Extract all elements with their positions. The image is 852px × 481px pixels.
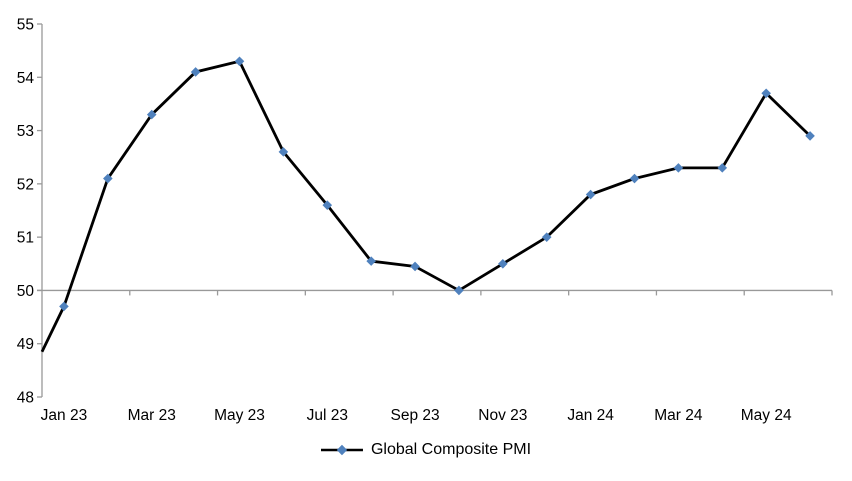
series-line	[40, 59, 812, 353]
data-point-marker	[629, 173, 640, 184]
data-point-marker	[278, 147, 289, 157]
data-point-marker	[366, 256, 376, 266]
legend-label: Global Composite PMI	[370, 441, 532, 458]
x-axis-tick-label: Jan 23	[41, 407, 88, 424]
x-axis-tick-label: Nov 23	[478, 407, 527, 424]
data-point-marker	[234, 56, 245, 67]
y-axis-tick-label: 49	[17, 336, 34, 353]
data-point-marker	[805, 131, 815, 141]
y-axis-tick-label: 53	[17, 123, 34, 140]
data-point-marker	[103, 173, 113, 184]
y-axis-tick-label: 48	[17, 390, 34, 407]
legend-series-icon	[320, 444, 363, 456]
data-point-marker	[717, 163, 728, 173]
data-point-marker	[761, 88, 771, 99]
x-axis-tick-label: May 24	[741, 407, 792, 424]
y-axis-tick-label: 52	[17, 176, 34, 193]
data-point-marker	[673, 163, 684, 173]
data-point-marker	[190, 67, 201, 77]
data-point-marker	[146, 109, 157, 120]
data-point-marker	[498, 258, 508, 269]
data-point-marker	[410, 261, 420, 272]
y-axis-tick-label: 50	[17, 283, 35, 300]
y-axis-tick-label: 54	[17, 70, 35, 87]
data-point-marker	[541, 232, 552, 242]
x-axis-tick-label: Mar 24	[654, 407, 703, 424]
legend-diamond-icon	[336, 444, 348, 456]
x-axis-tick-label: Jul 23	[307, 407, 348, 424]
x-axis-tick-label: Mar 23	[128, 407, 176, 424]
x-axis-tick-label: Jan 24	[567, 407, 614, 424]
chart-legend: Global Composite PMI	[320, 441, 532, 459]
data-point-marker	[585, 189, 596, 200]
y-axis-tick-label: 55	[17, 17, 34, 34]
y-axis-tick-label: 51	[17, 230, 34, 247]
data-point-marker	[322, 200, 333, 210]
data-point-marker	[454, 285, 464, 296]
x-axis-tick-label: Sep 23	[390, 407, 439, 424]
data-point-marker	[59, 301, 69, 312]
x-axis-tick-label: May 23	[214, 407, 265, 424]
